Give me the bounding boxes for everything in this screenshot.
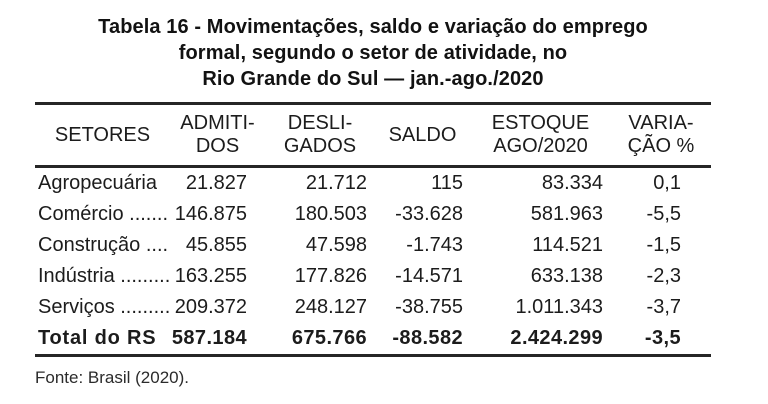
cell-variacao: -3,5 [644, 327, 681, 349]
cell-admitidos: 163.255 [174, 265, 247, 287]
col-header-admitidos: ADMITI- DOS [180, 112, 255, 157]
cell-setor: Comércio ....... [38, 203, 169, 225]
cell-desligados: 180.503 [294, 203, 367, 225]
cell-setor: Serviços ......... [38, 296, 170, 318]
cell-variacao: -5,5 [646, 203, 681, 225]
cell-saldo: -14.571 [395, 265, 463, 287]
table-row-industria: Indústria ......... 163.255 177.826 -14.… [35, 261, 711, 292]
cell-saldo: -38.755 [395, 296, 463, 318]
table-row-agropecuaria: Agropecuária 21.827 21.712 115 83.334 0,… [35, 167, 711, 200]
cell-desligados: 675.766 [291, 327, 367, 349]
cell-estoque: 114.521 [532, 234, 603, 256]
cell-saldo: 115 [431, 172, 463, 194]
cell-admitidos: 209.372 [174, 296, 247, 318]
table-row-total: Total do RS 587.184 675.766 -88.582 2.42… [35, 323, 711, 356]
cell-saldo: -1.743 [406, 234, 463, 256]
cell-admitidos: 21.827 [185, 172, 247, 194]
cell-desligados: 248.127 [294, 296, 367, 318]
cell-estoque: 2.424.299 [510, 327, 603, 349]
table-title-line-3: Rio Grande do Sul — jan.-ago./2020 [202, 68, 544, 90]
cell-estoque: 83.334 [541, 172, 603, 194]
col-header-estoque: ESTOQUE AGO/2020 [491, 112, 590, 157]
table-row-construcao: Construção .... 45.855 47.598 -1.743 114… [35, 230, 711, 261]
cell-setor: Construção .... [38, 234, 169, 256]
table-title-line-1: Tabela 16 - Movimentações, saldo e varia… [98, 16, 648, 38]
cell-saldo: -33.628 [395, 203, 463, 225]
cell-desligados: 21.712 [305, 172, 367, 194]
cell-estoque: 581.963 [530, 203, 603, 225]
cell-desligados: 47.598 [305, 234, 367, 256]
cell-setor: Agropecuária [38, 172, 157, 194]
cell-variacao: -1,5 [646, 234, 681, 256]
cell-desligados: 177.826 [294, 265, 367, 287]
cell-setor: Total do RS [38, 327, 157, 349]
source-note: Fonte: Brasil (2020). [35, 368, 190, 387]
cell-variacao: -3,7 [646, 296, 681, 318]
table-title-line-2: formal, segundo o setor de atividade, no [178, 42, 568, 64]
table-row-servicos: Serviços ......... 209.372 248.127 -38.7… [35, 292, 711, 323]
col-header-saldo: SALDO [388, 123, 457, 146]
cell-admitidos: 587.184 [171, 327, 247, 349]
cell-variacao: -2,3 [646, 265, 681, 287]
employment-table: SETORES ADMITI- DOS DESLI- GADOS SALDO E… [35, 102, 711, 357]
cell-admitidos: 146.875 [174, 203, 247, 225]
col-header-setores: SETORES [54, 123, 151, 146]
col-header-variacao: VARIA- ÇÃO % [627, 112, 695, 157]
table-title: Tabela 16 - Movimentações, saldo e varia… [35, 14, 711, 92]
cell-estoque: 633.138 [530, 265, 603, 287]
col-header-desligados: DESLI- GADOS [283, 112, 357, 157]
cell-admitidos: 45.855 [185, 234, 247, 256]
cell-setor: Indústria ......... [38, 265, 170, 287]
table-row-comercio: Comércio ....... 146.875 180.503 -33.628… [35, 199, 711, 230]
cell-saldo: -88.582 [392, 327, 463, 349]
cell-estoque: 1.011.343 [515, 296, 604, 318]
cell-variacao: 0,1 [653, 172, 681, 194]
header-row: SETORES ADMITI- DOS DESLI- GADOS SALDO E… [35, 104, 711, 167]
